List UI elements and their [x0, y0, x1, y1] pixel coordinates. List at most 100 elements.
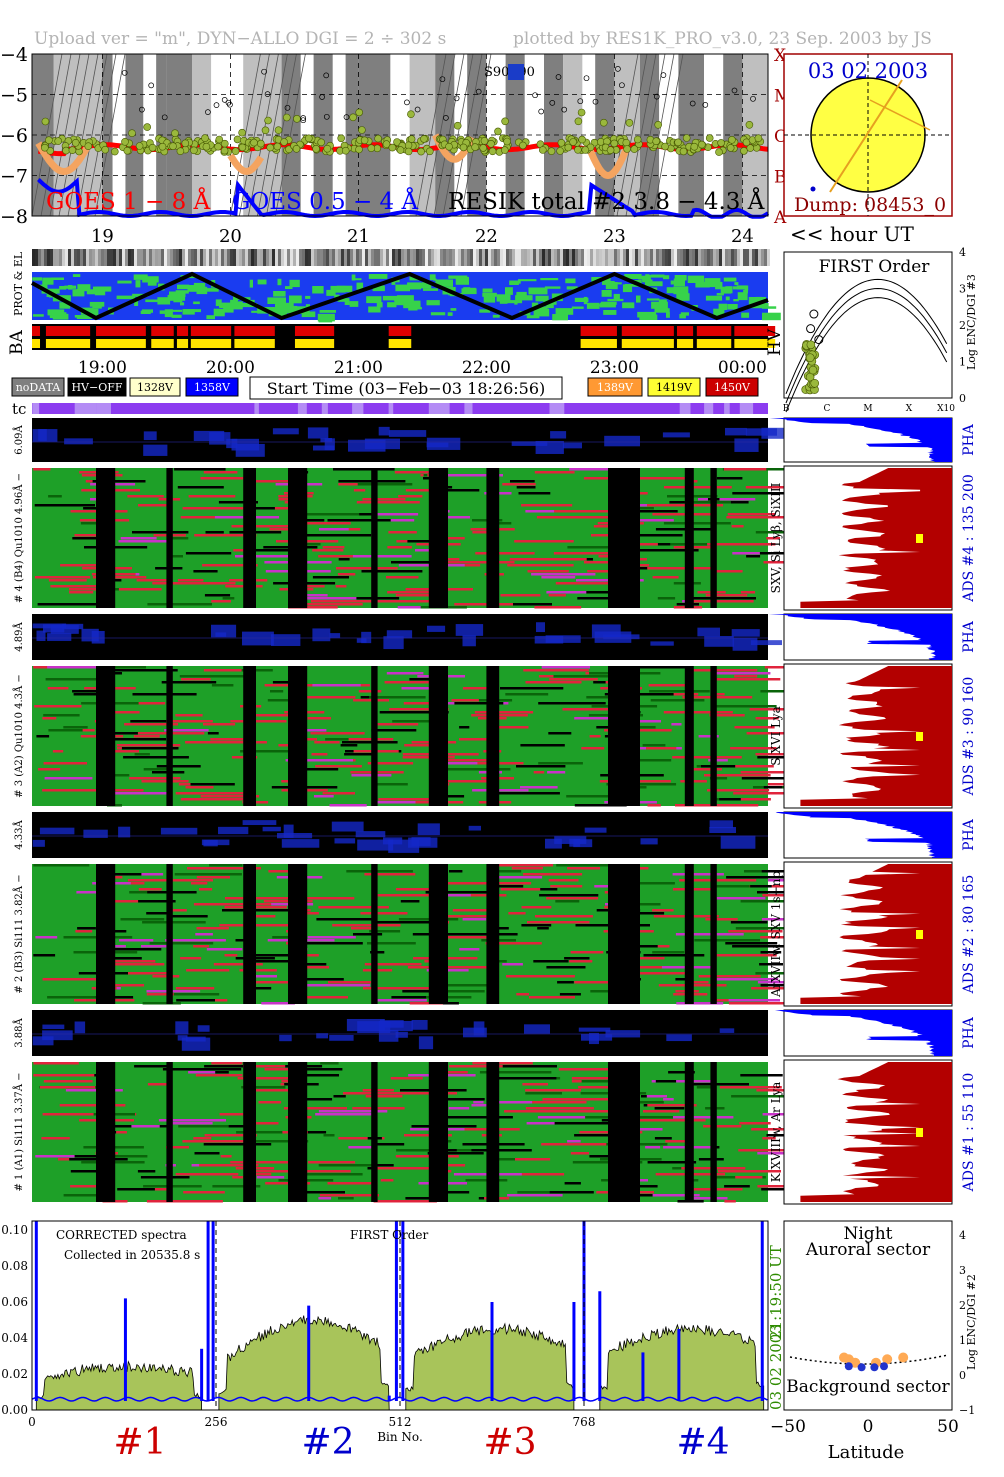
spec-stripe — [175, 1173, 239, 1176]
spec-stripe — [562, 708, 573, 711]
spectrum-x-tick: 768 — [573, 1415, 596, 1429]
outlier-point — [475, 88, 482, 95]
spec-stripe — [289, 978, 344, 981]
ads-histogram — [800, 864, 952, 1004]
spec-stripe — [693, 669, 758, 672]
pha-blob — [511, 441, 548, 446]
resik-point — [717, 139, 725, 147]
spec-stripe — [167, 915, 208, 918]
spec-stripe — [753, 786, 813, 789]
el-cell — [368, 249, 371, 266]
spec-stripe — [194, 1152, 220, 1155]
spec-stripe — [732, 552, 767, 555]
ba-red-cell — [388, 326, 412, 336]
spec-stripe — [578, 1086, 612, 1089]
hatch-line — [652, 53, 684, 217]
el-cell — [596, 249, 599, 266]
spec-stripe — [446, 1098, 485, 1101]
resik-point — [158, 142, 167, 151]
spec-stripe — [621, 1116, 673, 1119]
prot-green-blob — [59, 286, 67, 290]
prot-green-blob — [395, 284, 410, 292]
resik-point — [599, 118, 608, 127]
spec-stripe — [318, 1164, 375, 1167]
prot-green-blob — [666, 312, 670, 318]
spec-stripe — [402, 756, 455, 759]
spec-stripe — [300, 513, 360, 516]
spec-stripe — [760, 936, 806, 939]
el-cell — [98, 249, 101, 266]
resik-point — [519, 141, 527, 150]
outlier-point — [549, 100, 556, 106]
spec-stripe — [174, 879, 213, 882]
spectrum-x-tick: 256 — [205, 1415, 228, 1429]
resik-point — [367, 144, 376, 152]
el-cell — [161, 249, 164, 266]
spec-stripe — [497, 870, 522, 873]
spec-stripe — [196, 876, 230, 879]
pha-blob — [427, 625, 446, 632]
prot-green-blob — [509, 280, 519, 285]
prot-green-blob — [368, 274, 388, 279]
pha-blob — [462, 635, 476, 647]
pha-blob — [545, 838, 562, 849]
spec-stripe — [541, 576, 576, 579]
spectrogram — [32, 864, 768, 1004]
spec-stripe — [502, 483, 525, 486]
pha-blob — [536, 622, 545, 633]
spec-stripe — [675, 933, 744, 936]
spec-stripe — [121, 747, 179, 750]
spec-stripe — [350, 927, 372, 930]
el-cell — [86, 249, 89, 266]
spectrum-x-tick: 0 — [28, 1415, 36, 1429]
background-point — [844, 1362, 853, 1371]
spec-stripe — [318, 1110, 388, 1113]
tc-gap — [428, 403, 445, 414]
spec-stripe — [231, 525, 250, 528]
el-cell — [446, 249, 449, 266]
spec-stripe — [497, 864, 539, 867]
goes-grid — [32, 54, 768, 216]
hv-legend-label: 1358V — [194, 381, 231, 394]
prot-green-blob — [505, 287, 513, 295]
spec-stripe — [507, 564, 574, 567]
spec-stripe — [541, 1143, 610, 1146]
spec-stripe — [107, 738, 167, 741]
spec-stripe — [440, 894, 471, 897]
pha-blob — [38, 429, 47, 441]
pha-histogram — [774, 1010, 952, 1056]
tc-gap — [724, 403, 730, 414]
el-cell — [335, 249, 338, 266]
spec-stripe — [269, 528, 301, 531]
spec-stripe — [652, 909, 674, 912]
spec-stripe — [185, 786, 214, 789]
spec-stripe — [97, 666, 146, 669]
spec-stripe — [175, 714, 203, 717]
pha-blob — [578, 1027, 611, 1032]
spec-stripe — [252, 714, 300, 717]
spec-stripe — [398, 495, 423, 498]
spec-stripe — [299, 594, 328, 597]
spec-gap — [428, 864, 448, 1004]
spec-stripe — [726, 876, 786, 879]
spec-stripe — [445, 984, 487, 987]
hour-tick: 19 — [91, 226, 114, 247]
spec-stripe — [204, 1065, 273, 1068]
spectrogram-label: # 3 (A2) Qu1010 4.3Å − — [13, 674, 25, 798]
spec-stripe — [191, 1164, 206, 1167]
prot-green-blob — [642, 279, 653, 283]
spec-stripe — [664, 486, 732, 489]
el-cell — [470, 249, 473, 266]
pha-blob — [32, 839, 45, 847]
el-cell — [149, 249, 152, 266]
spec-stripe — [69, 591, 94, 594]
el-cell — [293, 249, 296, 266]
spec-stripe — [401, 687, 445, 690]
el-cell — [527, 249, 530, 266]
spec-stripe — [514, 1158, 551, 1161]
spec-stripe — [738, 1149, 784, 1152]
spec-stripe — [147, 1083, 172, 1086]
el-cell — [104, 249, 107, 266]
outlier-point — [439, 76, 446, 83]
